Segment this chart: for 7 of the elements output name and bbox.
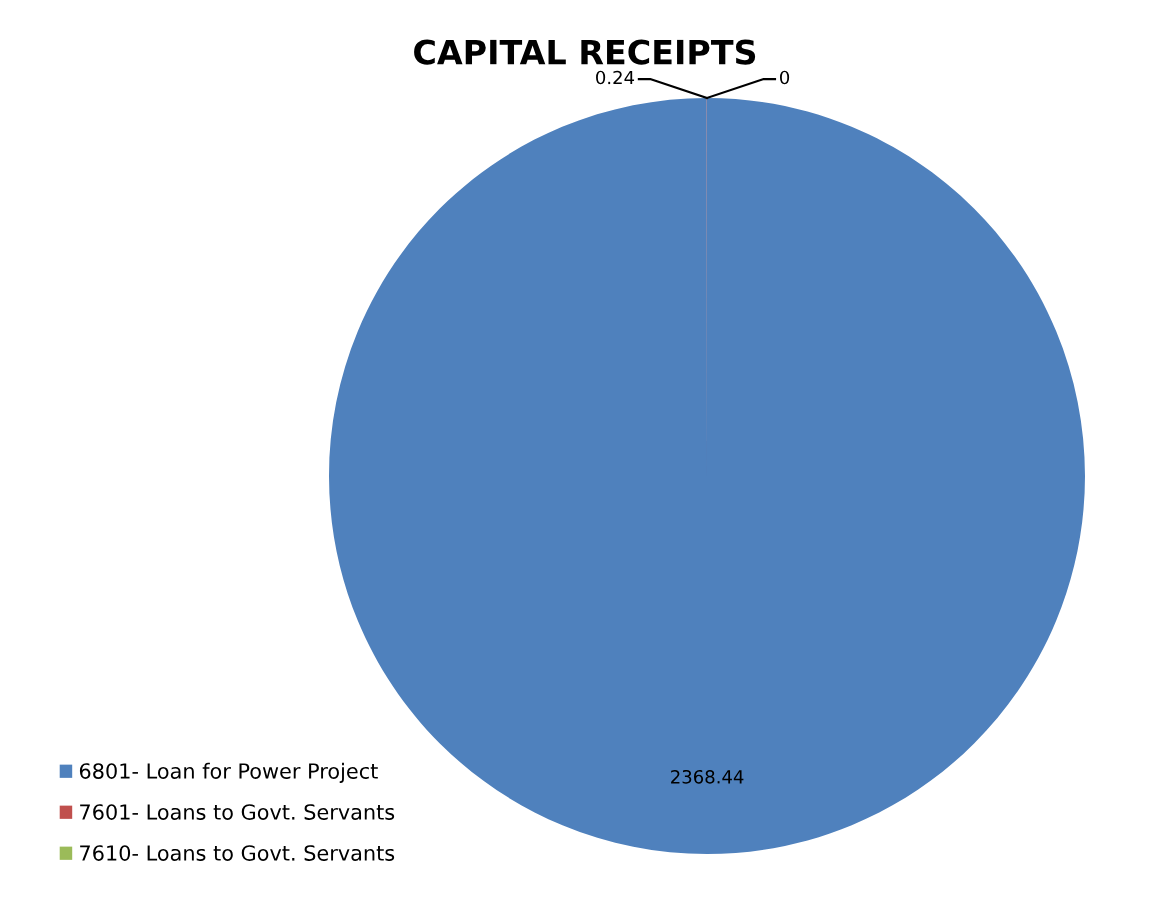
legend-label: 7610- Loans to Govt. Servants (80, 845, 395, 861)
text: 0 (780, 70, 790, 85)
data-label: 2368.44 (671, 769, 744, 784)
legend-label: 7601- Loans to Govt. Servants (80, 804, 395, 820)
data-label: 0.24 (596, 70, 635, 85)
legend-label: 6801- Loan for Power Project (79, 762, 378, 783)
chart-title: CAPITAL RECEIPTS (414, 39, 756, 65)
